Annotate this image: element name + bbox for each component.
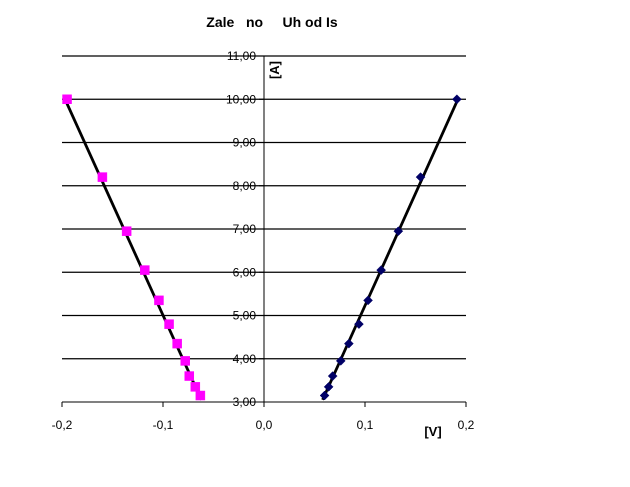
x-tick-label: -0,1 [153, 418, 174, 432]
x-tick-label: -0,2 [52, 418, 73, 432]
data-point-square [172, 338, 182, 349]
x-tick-label: 0,0 [256, 418, 273, 432]
trendline [63, 98, 203, 401]
y-tick-label: 11,00 [227, 49, 256, 63]
x-axis-label: [V] [424, 424, 441, 439]
data-point-diamond [415, 172, 426, 182]
data-point-square [180, 356, 190, 366]
y-tick-label: 4,00 [233, 352, 257, 366]
y-tick-label: 5,00 [233, 309, 257, 323]
y-tick-label: 6,00 [233, 265, 257, 279]
data-point-square [140, 265, 150, 275]
data-point-square [195, 390, 206, 401]
trendline [321, 98, 460, 401]
trendlines [63, 98, 460, 401]
data-point-diamond [452, 94, 462, 105]
data-point-square [164, 319, 174, 329]
y-tick-label: 9,00 [233, 136, 257, 150]
data-point-square [121, 226, 132, 236]
tick-labels: -0,2 -0,1 0,0 0,1 0,2 3,00 4,00 5,00 6,00 7,00 8,0… [52, 49, 475, 432]
data-point-square [184, 371, 195, 381]
data-point-diamond [393, 226, 404, 237]
data-point-diamond [363, 295, 373, 306]
data-point-diamond [319, 390, 330, 401]
chart-title: Zale no Uh od Is [206, 14, 338, 30]
data-point-diamond [335, 356, 346, 366]
y-axis-label: [A] [267, 61, 282, 79]
data-point-diamond [323, 382, 334, 392]
data-point-diamond [343, 338, 354, 349]
data-point-diamond [327, 371, 338, 381]
data-point-square [154, 295, 164, 306]
data-point-square [62, 94, 72, 104]
data-point-diamond [354, 319, 364, 330]
x-tick-label: 0,1 [357, 418, 374, 432]
y-tick-label: 8,00 [233, 179, 257, 193]
data-point-square [190, 382, 201, 392]
data-point-diamond [376, 265, 387, 275]
y-tick-label: 10,00 [226, 92, 256, 106]
x-tick-label: 0,2 [458, 418, 475, 432]
axes [61, 55, 467, 407]
data-point-square [97, 172, 108, 182]
data-points [62, 94, 462, 401]
y-tick-label: 3,00 [233, 395, 257, 409]
y-tick-label: 7,00 [233, 222, 257, 236]
